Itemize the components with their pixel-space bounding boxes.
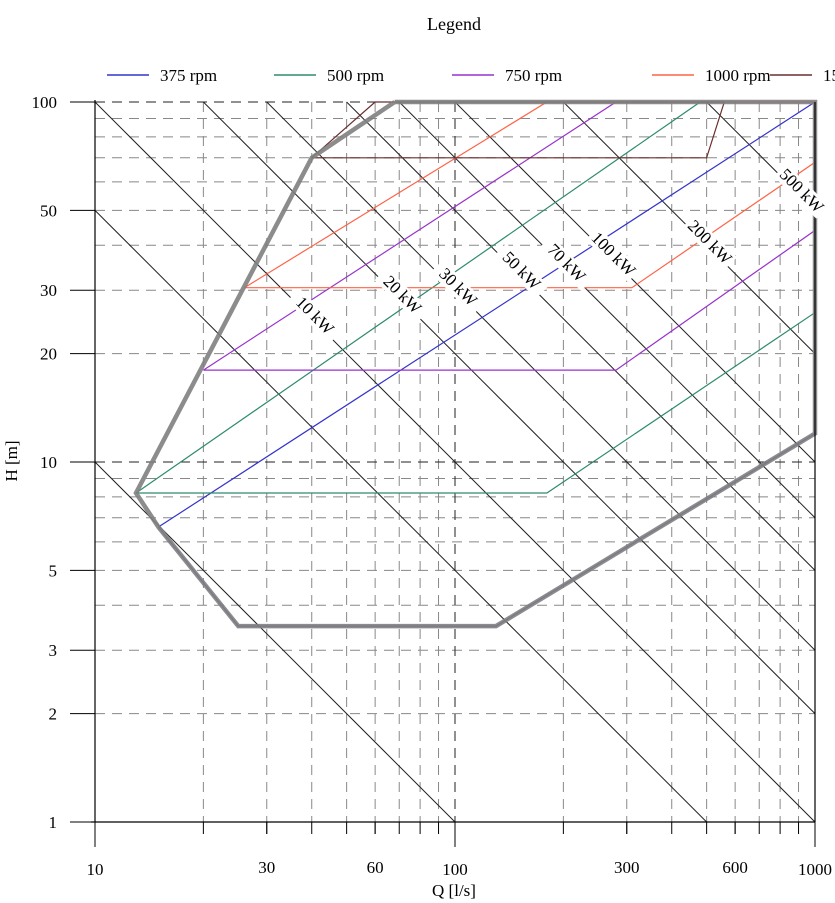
x-tick-label-10: 10 bbox=[87, 860, 104, 879]
power-label-text-100-kw: 100 kW bbox=[588, 228, 641, 281]
series-group bbox=[135, 100, 816, 627]
power-label-bg-30-kw bbox=[430, 259, 486, 315]
power-label-text-200-kw: 200 kW bbox=[684, 216, 737, 269]
x-axis-title: Q [l/s] bbox=[432, 881, 476, 900]
power-line-10kw bbox=[94, 101, 816, 823]
y-tick-label-5: 5 bbox=[49, 561, 58, 580]
legend-label-500-rpm: 500 rpm bbox=[327, 66, 384, 85]
y-tick-label-1: 1 bbox=[49, 813, 58, 832]
x-tick-label-60: 60 bbox=[367, 858, 384, 877]
power-label-bg-10-kw bbox=[286, 288, 343, 344]
power-line-30kw bbox=[266, 101, 816, 651]
envelope-group bbox=[133, 99, 818, 629]
y-tick-label-30: 30 bbox=[40, 281, 57, 300]
series-1500-rpm bbox=[311, 101, 726, 159]
y-tick-label-2: 2 bbox=[49, 705, 58, 724]
legend-label-375-rpm: 375 rpm bbox=[160, 66, 217, 85]
power-label-bg-50-kw bbox=[493, 243, 549, 299]
power-label-bg-200-kw bbox=[681, 214, 738, 271]
power-line-50kw bbox=[346, 101, 816, 571]
power-line-100kw bbox=[454, 101, 816, 463]
power-label-bg-70-kw bbox=[538, 235, 594, 291]
y-tick-label-20: 20 bbox=[40, 345, 57, 364]
legend-label-750-rpm: 750 rpm bbox=[505, 66, 562, 85]
x-tick-label-300: 300 bbox=[614, 858, 640, 877]
power-line-5kw bbox=[94, 210, 707, 823]
power-label-200-kw: 200 kW bbox=[681, 214, 738, 271]
legend: 375 rpm 500 rpm 750 rpm 1000 rpm 1500 rpm bbox=[107, 66, 835, 85]
y-tick-label-10: 10 bbox=[40, 453, 57, 472]
x-tick-label-30: 30 bbox=[258, 858, 275, 877]
power-label-10-kw: 10 kW bbox=[286, 288, 343, 344]
x-tick-label-1000: 1000 bbox=[798, 860, 832, 879]
y-tick-label-3: 3 bbox=[49, 641, 58, 660]
series-750-rpm bbox=[203, 101, 816, 371]
x-tick-label-600: 600 bbox=[722, 858, 748, 877]
power-label-text-500-kw: 500 kW bbox=[776, 165, 829, 218]
power-label-bg-500-kw bbox=[773, 163, 829, 219]
power-line-20kw bbox=[203, 101, 816, 714]
y-tick-label-100: 100 bbox=[32, 93, 58, 112]
power-label-100-kw: 100 kW bbox=[585, 226, 641, 283]
operating-envelope bbox=[133, 99, 818, 629]
axes: 10 30 60 100 300 600 1000 1 2 3 5 10 20 30 50 100 bbox=[32, 93, 833, 879]
legend-title: Legend bbox=[427, 14, 481, 34]
legend-label-1500-rpm: 1500 rpm bbox=[823, 66, 835, 85]
power-label-70-kw: 70 kW bbox=[538, 235, 594, 291]
x-tick-label-100: 100 bbox=[442, 860, 468, 879]
power-line-70kw bbox=[398, 101, 816, 519]
y-tick-label-50: 50 bbox=[40, 201, 57, 220]
power-label-bg-20-kw bbox=[374, 267, 430, 323]
power-lines bbox=[94, 101, 816, 823]
power-label-bg-100-kw bbox=[585, 226, 641, 283]
y-axis-title: H [m] bbox=[2, 440, 21, 481]
legend-label-1000-rpm: 1000 rpm bbox=[705, 66, 771, 85]
